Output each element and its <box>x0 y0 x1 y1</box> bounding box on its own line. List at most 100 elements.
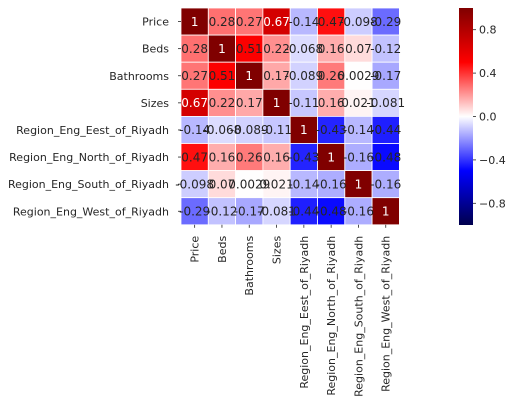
cell-value-label: -0.11 <box>261 123 292 137</box>
heatmap-cell <box>317 7 346 36</box>
cell-value-label: 0.26 <box>318 69 345 83</box>
heatmap-cell <box>317 143 346 172</box>
heatmap-cells <box>180 7 400 226</box>
row-tick-label: Region_Eng_Eest_of_Riyadh <box>16 124 169 137</box>
heatmap-cell <box>235 61 264 90</box>
row-tick-label: Price <box>142 16 169 29</box>
cell-value-label: -0.14 <box>179 123 210 137</box>
cell-value-label: 0.22 <box>209 96 236 110</box>
column-tick-label: Sizes <box>271 236 284 265</box>
heatmap-cell <box>317 61 346 90</box>
cell-value-label: 0.28 <box>181 42 208 56</box>
cell-value-label: -0.14 <box>288 177 319 191</box>
heatmap-cell <box>207 7 237 36</box>
row-tick-label: Region_Eng_South_of_Riyadh <box>8 178 169 191</box>
cell-value-label: 0.17 <box>263 69 290 83</box>
heatmap-cell <box>371 61 400 90</box>
heatmap-cell <box>235 88 264 117</box>
cell-value-label: -0.44 <box>288 204 319 218</box>
cell-value-label: 1 <box>300 123 308 137</box>
heatmap-cell <box>207 143 237 172</box>
heatmap-cell <box>289 143 318 172</box>
colorbar-tick-label: 0.8 <box>479 24 497 37</box>
cell-value-label: 0.0029 <box>337 69 379 83</box>
heatmap-cell <box>289 170 318 199</box>
cell-value-label: -0.081 <box>257 204 296 218</box>
heatmap-cell <box>371 7 400 36</box>
heatmap-cell <box>207 61 237 90</box>
heatmap-cell <box>371 143 400 172</box>
heatmap-cell <box>317 34 346 63</box>
colorbar: 0.8 0.4 0.0 −0.4 −0.8 <box>459 8 506 225</box>
column-tick-label: Beds <box>216 236 229 263</box>
cell-value-label: 1 <box>218 42 226 56</box>
cell-value-label: -0.089 <box>230 123 269 137</box>
heatmap-cell <box>371 34 400 63</box>
cell-value-label: 1 <box>191 15 199 29</box>
heatmap-cell <box>180 170 209 199</box>
column-tick-label: Region_Eng_North_of_Riyadh <box>325 236 338 396</box>
cell-value-label: -0.16 <box>316 177 347 191</box>
cell-value-label: 0.26 <box>236 150 263 164</box>
cell-value-label: -0.11 <box>288 96 319 110</box>
cell-value-label: 1 <box>245 69 253 83</box>
column-tick-labels: Price Beds Bathrooms Sizes Region_Eng_Eest_o… <box>189 224 393 397</box>
cell-value-label: -0.17 <box>234 204 265 218</box>
heatmap-cell <box>289 88 318 117</box>
cell-value-label: 0.47 <box>318 15 345 29</box>
cell-value-label: -0.14 <box>343 123 374 137</box>
cell-value-label: -0.48 <box>370 150 401 164</box>
heatmap-cell <box>344 88 373 117</box>
colorbar-bar <box>459 8 473 225</box>
cell-value-label: 0.07 <box>345 42 372 56</box>
cell-value-label: 0.67 <box>181 96 208 110</box>
cell-value-label: -0.43 <box>288 150 319 164</box>
heatmap-cell <box>262 61 291 90</box>
cell-value-label: 0.27 <box>181 69 208 83</box>
cell-value-label: -0.12 <box>370 42 401 56</box>
cell-value-label: -0.17 <box>370 69 401 83</box>
cell-value-label: 0.021 <box>259 177 293 191</box>
colorbar-tick-label: 0.0 <box>479 111 497 124</box>
cell-value-label: 0.67 <box>263 15 290 29</box>
cell-value-label: -0.089 <box>285 69 324 83</box>
cell-value-label: 1 <box>382 204 390 218</box>
column-tick-label: Bathrooms <box>243 236 256 296</box>
cell-value-label: 1 <box>327 150 335 164</box>
colorbar-tick-label: −0.8 <box>479 197 506 210</box>
heatmap-cell <box>289 116 318 144</box>
heatmap-cell <box>262 116 291 144</box>
cell-value-label: 0.16 <box>318 42 345 56</box>
cell-value-label: -0.098 <box>175 177 214 191</box>
cell-value-label: -0.44 <box>370 123 401 137</box>
cell-value-label: -0.14 <box>288 15 319 29</box>
row-tick-label: Region_Eng_North_of_Riyadh <box>9 151 169 164</box>
cell-value-label: -0.29 <box>179 204 210 218</box>
colorbar-tick-label: 0.4 <box>479 67 497 80</box>
cell-value-label: 0.51 <box>236 42 263 56</box>
heatmap-cell <box>235 170 264 199</box>
heatmap-cell <box>317 170 346 199</box>
heatmap-cell <box>289 61 318 90</box>
column-tick-label: Region_Eng_West_of_Riyadh <box>380 236 393 392</box>
cell-value-label: -0.12 <box>206 204 237 218</box>
cell-value-label: 0.16 <box>318 96 345 110</box>
heatmap-cell <box>207 170 237 199</box>
row-tick-label: Sizes <box>141 97 170 110</box>
cell-value-label: 0.28 <box>209 15 236 29</box>
heatmap-cell <box>371 170 400 199</box>
cell-value-label: 1 <box>273 96 281 110</box>
cell-value-label: -0.16 <box>343 150 374 164</box>
row-tick-labels: Price Beds Bathrooms Sizes Region_Eng_Eest_o… <box>8 16 181 218</box>
heatmap-cell <box>262 34 291 63</box>
cell-value-label: 0.07 <box>209 177 236 191</box>
column-tick-label: Region_Eng_Eest_of_Riyadh <box>298 236 311 389</box>
heatmap-cell <box>207 34 237 63</box>
column-tick-label: Region_Eng_South_of_Riyadh <box>352 236 365 397</box>
cell-value-label: 0.47 <box>181 150 208 164</box>
colorbar-tick-label: −0.4 <box>479 154 506 167</box>
cell-value-label: -0.16 <box>343 204 374 218</box>
cell-value-label: 0.16 <box>263 150 290 164</box>
cell-value-label: 0.22 <box>263 42 290 56</box>
